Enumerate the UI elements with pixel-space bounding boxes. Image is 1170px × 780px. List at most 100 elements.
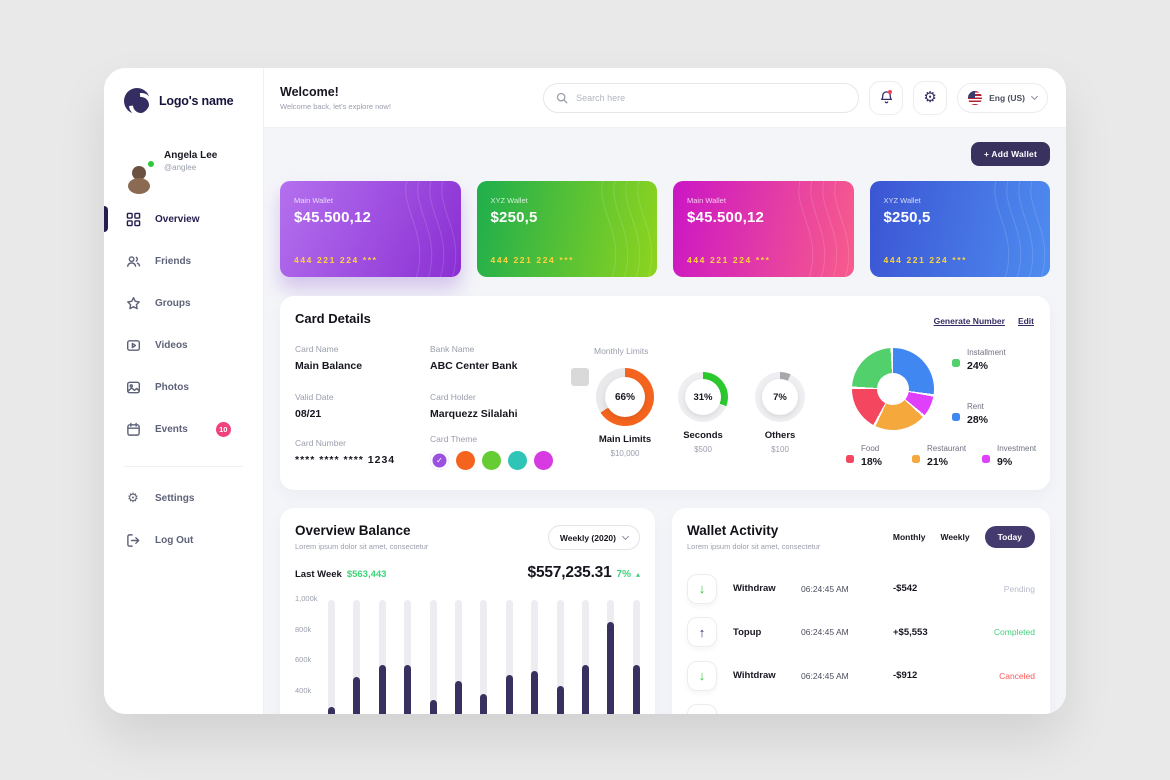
activity-row[interactable]: ↑ Topup 06:24:45 AM +$7,753 Completed bbox=[687, 698, 1035, 714]
gauge-main-limits: 66% Main Limits $10,000 bbox=[590, 368, 660, 458]
theme-swatch-teal[interactable] bbox=[508, 451, 527, 470]
gear-icon: ⚙ bbox=[127, 490, 139, 505]
sidebar-item-label: Groups bbox=[155, 297, 191, 309]
y-axis: 1,000k 800k 600k 400k bbox=[295, 592, 328, 714]
page-title: Welcome! bbox=[280, 84, 339, 99]
bar bbox=[328, 707, 335, 714]
logout-icon bbox=[125, 532, 141, 548]
sidebar-item-groups[interactable]: Groups bbox=[104, 282, 263, 324]
overview-balance-subtitle: Lorem ipsum dolor sit amet, consectetur bbox=[295, 542, 429, 551]
legend-dot bbox=[952, 359, 960, 367]
sidebar-item-overview[interactable]: Overview bbox=[104, 198, 263, 240]
tab-monthly[interactable]: Monthly bbox=[892, 532, 926, 542]
theme-swatch-orange[interactable] bbox=[456, 451, 475, 470]
gear-icon: ⚙ bbox=[923, 89, 937, 106]
legend-label: Installment bbox=[967, 348, 1006, 357]
bar bbox=[531, 670, 539, 714]
bar-track bbox=[505, 600, 513, 714]
gauge-label: Seconds bbox=[683, 430, 723, 441]
language-selector[interactable]: Eng (US) bbox=[957, 82, 1048, 113]
wallet-amount: $250,5 bbox=[490, 209, 538, 226]
us-flag-icon bbox=[968, 90, 983, 105]
activity-amount: -$542 bbox=[893, 583, 918, 595]
wallet-card-main-1[interactable]: Main Wallet $45.500,12 444 221 224 *** bbox=[280, 181, 461, 277]
bar bbox=[556, 685, 564, 714]
notifications-button[interactable] bbox=[869, 80, 904, 115]
period-label: Weekly (2020) bbox=[559, 532, 616, 543]
search-box[interactable] bbox=[543, 82, 860, 113]
period-dropdown[interactable]: Weekly (2020) bbox=[547, 525, 640, 550]
bell-icon bbox=[880, 91, 892, 104]
activity-time: 06:24:45 AM bbox=[801, 583, 849, 594]
theme-swatch-purple[interactable] bbox=[430, 451, 449, 470]
bar-track bbox=[378, 600, 386, 714]
legend-food: Food 18% bbox=[846, 444, 882, 468]
user-handle: @anglee bbox=[164, 163, 197, 172]
tab-weekly[interactable]: Weekly bbox=[940, 532, 970, 542]
sidebar-item-photos[interactable]: Photos bbox=[104, 366, 263, 408]
field-card-holder: Card Holder Marquezz Silalahi bbox=[430, 392, 518, 420]
activity-row[interactable]: ↓ Withdraw 06:24:45 AM -$542 Pending bbox=[687, 567, 1035, 611]
wallet-activity-subtitle: Lorem ipsum dolor sit amet, consectetur bbox=[687, 542, 821, 551]
field-label: Card Theme bbox=[430, 434, 478, 444]
tab-today[interactable]: Today bbox=[984, 526, 1035, 548]
brand: Logo's name bbox=[104, 86, 263, 116]
overview-balance-title: Overview Balance bbox=[295, 523, 411, 538]
sidebar-item-videos[interactable]: Videos bbox=[104, 324, 263, 366]
arrow-down-icon: ↓ bbox=[687, 660, 717, 691]
activity-row[interactable]: ↓ Wihtdraw 06:24:45 AM -$912 Canceled bbox=[687, 654, 1035, 698]
wallet-card-xyz-1[interactable]: XYZ Wallet $250,5 444 221 224 *** bbox=[476, 181, 657, 277]
activity-row[interactable]: ↑ Topup 06:24:45 AM +$5,553 Completed bbox=[687, 611, 1035, 655]
field-label: Card Holder bbox=[430, 392, 476, 402]
legend-label: Restaurant bbox=[927, 444, 967, 453]
legend-percent: 9% bbox=[997, 456, 1013, 468]
sidebar-item-logout[interactable]: Log Out bbox=[104, 519, 263, 561]
wallet-label: Main Wallet bbox=[687, 196, 726, 205]
wallet-activity-panel: Wallet Activity Lorem ipsum dolor sit am… bbox=[672, 508, 1050, 714]
field-card-name: Card Name Main Balance bbox=[295, 344, 362, 372]
field-value: 08/21 bbox=[295, 408, 322, 420]
edit-link[interactable]: Edit bbox=[1017, 316, 1034, 326]
video-icon bbox=[125, 337, 141, 353]
bar bbox=[505, 675, 513, 714]
wallet-card-xyz-2[interactable]: XYZ Wallet $250,5 444 221 224 *** bbox=[869, 181, 1050, 277]
wallet-number: 444 221 224 *** bbox=[294, 255, 378, 265]
y-tick: 800k bbox=[295, 625, 312, 634]
sidebar-item-events[interactable]: Events 10 bbox=[104, 408, 263, 450]
settings-button[interactable]: ⚙ bbox=[913, 80, 948, 115]
bar bbox=[429, 699, 437, 714]
generate-number-link[interactable]: Generate Number bbox=[933, 316, 1005, 326]
bar-track bbox=[404, 600, 412, 714]
wallet-card-main-2[interactable]: Main Wallet $45.500,12 444 221 224 *** bbox=[673, 181, 854, 277]
bar-track bbox=[607, 600, 615, 714]
sidebar-item-settings[interactable]: ⚙ Settings bbox=[104, 477, 263, 519]
y-tick: 600k bbox=[295, 655, 312, 664]
activity-tabs: Monthly Weekly Today bbox=[893, 526, 1035, 548]
card-details-title: Card Details bbox=[295, 311, 371, 326]
search-input[interactable] bbox=[576, 92, 847, 103]
wallet-number: 444 221 224 *** bbox=[490, 255, 575, 265]
theme-swatch-green[interactable] bbox=[482, 451, 501, 470]
notification-dot bbox=[887, 89, 893, 94]
sidebar-item-label: Log Out bbox=[155, 534, 194, 546]
calendar-icon bbox=[125, 421, 141, 437]
wallet-activity-title: Wallet Activity bbox=[687, 523, 779, 538]
bar bbox=[582, 664, 590, 714]
user-profile[interactable]: Angela Lee @anglee bbox=[104, 150, 263, 172]
sidebar-item-friends[interactable]: Friends bbox=[104, 240, 263, 282]
add-wallet-button[interactable]: + Add Wallet bbox=[970, 142, 1050, 166]
field-valid-date: Valid Date 08/21 bbox=[295, 392, 334, 420]
legend-rent: Rent 28% bbox=[952, 402, 988, 426]
arrow-down-icon: ↓ bbox=[687, 573, 717, 604]
theme-swatch-magenta[interactable] bbox=[534, 451, 553, 470]
bar bbox=[607, 621, 615, 714]
events-badge: 10 bbox=[215, 421, 231, 437]
field-card-number: Card Number **** **** **** 1234 bbox=[295, 438, 395, 466]
activity-rows: ↓ Withdraw 06:24:45 AM -$542 Pending ↑ T… bbox=[687, 567, 1035, 714]
gauge-percent: 31% bbox=[685, 379, 721, 415]
page-subtitle: Welcome back, let's explore now! bbox=[280, 101, 391, 111]
y-tick: 1,000k bbox=[295, 594, 318, 603]
bar-track bbox=[455, 600, 463, 714]
legend-restaurant: Restaurant 21% bbox=[912, 444, 966, 468]
gauge-label: Main Limits bbox=[598, 434, 652, 445]
